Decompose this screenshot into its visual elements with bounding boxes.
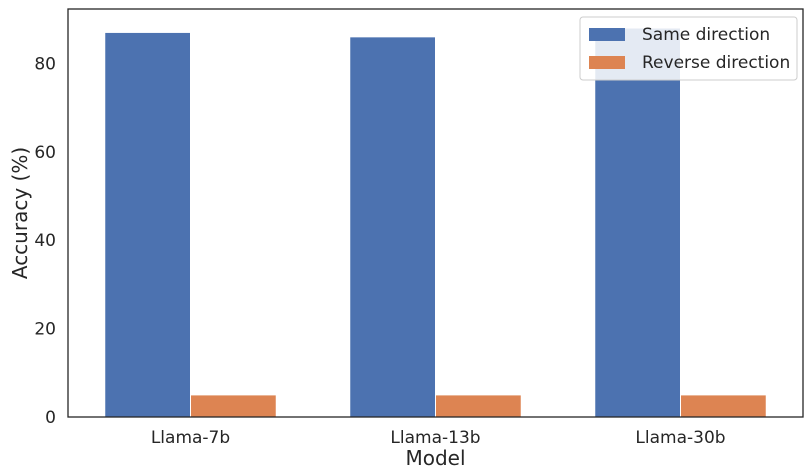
y-tick-label: 80 [34,54,56,74]
plot-frame [67,8,804,418]
bar [349,36,436,418]
y-tick-label: 60 [34,143,56,163]
y-tick-label: 40 [34,231,56,251]
legend-swatch [589,28,625,41]
x-tick-label: Llama-30b [635,428,725,448]
x-tick-label: Llama-13b [390,428,480,448]
y-axis-ticks: 0 20 40 60 80 [34,54,56,428]
bar [435,394,522,418]
bars [104,27,767,418]
y-tick-label: 20 [34,320,56,340]
x-axis-label: Model [405,446,465,467]
legend-swatch [589,56,625,69]
bar [594,27,681,418]
x-tick-label: Llama-7b [151,428,230,448]
legend: Same direction Reverse direction [579,16,798,81]
y-tick-label: 0 [45,408,56,428]
legend-label: Reverse direction [642,53,790,73]
bar [190,394,277,418]
y-axis-label: Accuracy (%) [8,147,32,279]
legend-label: Same direction [642,25,770,45]
bar [680,394,767,418]
legend-box [579,16,798,81]
bar [104,31,191,418]
x-axis-ticks: Llama-7b Llama-13b Llama-30b [151,428,726,448]
